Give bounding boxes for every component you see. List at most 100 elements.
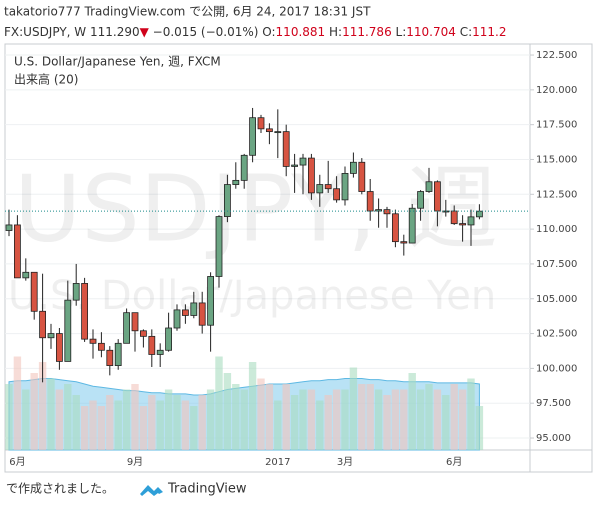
volume-bar (148, 395, 156, 450)
volume-bar (425, 384, 433, 450)
footer-brand[interactable]: TradingView (167, 482, 247, 497)
volume-bar (307, 389, 316, 450)
candle-body (173, 309, 181, 329)
y-tick-label: 120.000 (536, 85, 577, 96)
volume-bar (257, 378, 265, 450)
candle-body (467, 216, 475, 226)
candle-body (324, 184, 332, 190)
arrow: ▼ (140, 25, 150, 39)
volume-bar (80, 406, 89, 450)
volume-bar (97, 406, 106, 450)
volume-bar (114, 400, 122, 450)
volume-label: 出来高 (20) (14, 72, 78, 87)
y-tick-label: 107.500 (536, 259, 577, 270)
volume-bar (458, 389, 467, 450)
volume-bar (164, 389, 173, 450)
volume-bar (400, 389, 408, 450)
candle-body (47, 333, 55, 339)
watermark-sub: U.S. Dollar/Japanese Yen (8, 273, 496, 319)
candle-body (442, 210, 450, 213)
volume-bar (282, 384, 290, 450)
candle-body (282, 131, 290, 167)
candle-body (181, 309, 189, 316)
candle-body (39, 310, 46, 339)
watermark: USDJPY, 週 (14, 155, 498, 262)
x-tick-label: 3月 (337, 456, 353, 468)
volume-bar (89, 400, 97, 450)
volume-bar (240, 389, 248, 450)
x-tick-label: 9月 (127, 456, 143, 468)
volume-bar (366, 384, 374, 450)
y-tick-label: 102.500 (536, 329, 577, 340)
volume-bar (416, 389, 425, 450)
candle-body (358, 161, 366, 192)
x-tick-label: 6月 (9, 456, 25, 468)
candle-body (459, 223, 467, 226)
volume-bar (5, 384, 13, 450)
candle-body (400, 241, 408, 244)
candle-body (114, 342, 122, 367)
legend-title: U.S. Dollar/Japanese Yen, 週, FXCM (14, 55, 221, 69)
candles (5, 107, 483, 383)
candle-body (22, 271, 30, 279)
x-tick-label: 2017 (265, 457, 290, 468)
volume-bar (47, 378, 55, 450)
candle-body (307, 157, 315, 194)
y-tick-label: 100.000 (536, 363, 577, 374)
volume-bar (374, 389, 383, 450)
volume-bar (22, 389, 30, 450)
c-label: C: (460, 25, 472, 39)
volume-bar (442, 395, 450, 450)
candle-body (316, 184, 324, 194)
o: 110.881 (276, 25, 326, 39)
candle-body (299, 157, 307, 166)
volume-bar (467, 378, 475, 450)
volume-bar (332, 389, 341, 450)
volume-bar (64, 384, 72, 450)
change: −0.015 (−0.01%) (153, 25, 259, 39)
candle-body (190, 302, 198, 316)
candle-body (123, 312, 130, 344)
candle-body (333, 188, 341, 201)
candle-body (265, 128, 273, 133)
candle-body (98, 342, 105, 351)
chart-frame (4, 43, 593, 473)
footer-text: で作成されました。 (6, 482, 114, 496)
volume-bar (139, 406, 148, 450)
candle-body (139, 330, 147, 337)
candle-body (156, 349, 164, 355)
y-tick-label: 117.500 (536, 120, 577, 131)
volume-bar (290, 395, 299, 450)
volume-bar (13, 356, 22, 450)
volume-bar (265, 384, 274, 450)
tv-logo[interactable]: TradingView (140, 482, 247, 497)
volume-bar (324, 395, 332, 450)
candle-body (349, 161, 357, 174)
h: 111.786 (342, 25, 392, 39)
c: 111.2 (472, 25, 506, 39)
volume-bar (30, 373, 38, 450)
candle-body (72, 283, 80, 301)
volume-bar (341, 389, 349, 450)
x-tick-label: 6月 (446, 456, 462, 468)
volume-bar (206, 389, 215, 450)
volume-bar (316, 400, 324, 450)
header-quote: FX:USDJPY, W 111.290▼ −0.015 (−0.01%) O:… (4, 25, 507, 39)
volume-bar (475, 406, 484, 450)
volume-bar (122, 389, 131, 450)
candle-body (257, 117, 265, 130)
candle-body (148, 335, 156, 355)
candle-body (64, 299, 72, 362)
y-tick-label: 95.000 (536, 433, 571, 444)
candle-body (383, 209, 391, 215)
volume-bar (349, 367, 358, 450)
y-tick-label: 115.000 (536, 154, 577, 165)
volume-bar (38, 362, 47, 450)
volume-bar (55, 389, 64, 450)
tv-icon (140, 485, 163, 496)
l-label: L: (396, 25, 407, 39)
candle-body (131, 312, 139, 332)
volume-bar (433, 389, 442, 450)
y-tick-label: 97.500 (536, 398, 571, 409)
candle-body (375, 209, 383, 212)
